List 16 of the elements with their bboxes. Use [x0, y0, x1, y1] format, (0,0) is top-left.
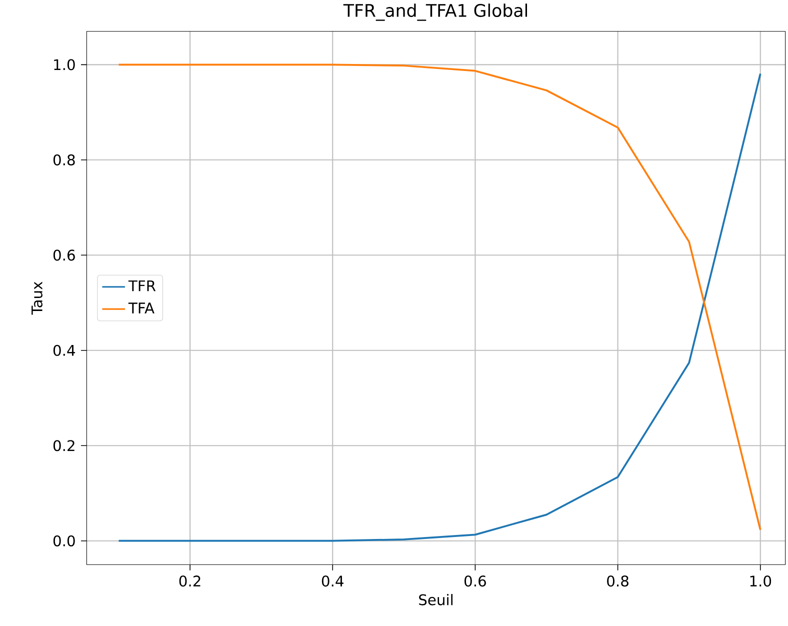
- x-tick-label: 0.2: [179, 576, 200, 587]
- legend-label: TFA: [128, 302, 154, 314]
- y-tick-label: 0.4: [53, 344, 75, 356]
- x-axis-title: Seuil: [419, 594, 453, 606]
- x-tick-label: 0.6: [464, 576, 486, 587]
- x-tick-label: 0.4: [322, 576, 344, 587]
- y-tick-label: 0.6: [53, 250, 75, 261]
- legend-label: TFR: [128, 280, 156, 292]
- y-tick-label: 0.8: [53, 154, 75, 166]
- y-tick-label: 0.0: [53, 535, 75, 546]
- y-axis-title: Taux: [32, 282, 42, 315]
- y-tick-label: 1.0: [54, 59, 75, 70]
- chart-title: TFR_and_TFA1 Global: [343, 4, 527, 21]
- x-tick-label: 0.8: [607, 576, 628, 587]
- y-tick-label: 0.2: [53, 440, 74, 452]
- x-tick-label: 1.0: [750, 576, 772, 587]
